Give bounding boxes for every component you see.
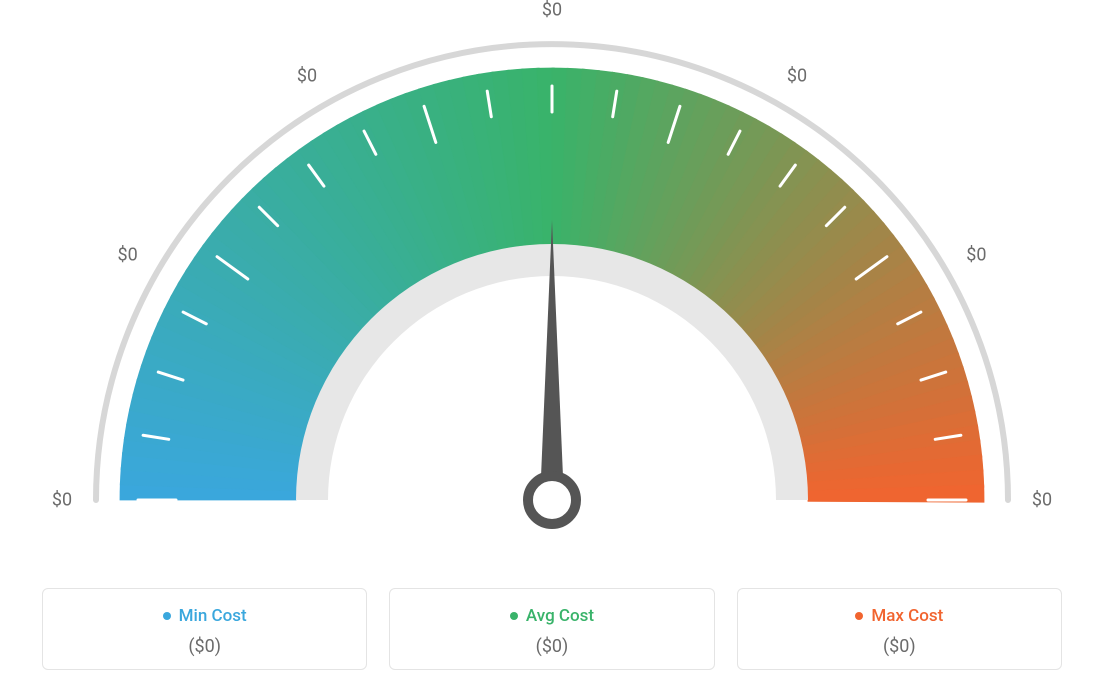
legend-row: Min Cost ($0) Avg Cost ($0) Max Cost ($0… <box>42 588 1062 670</box>
legend-value-avg: ($0) <box>402 636 701 657</box>
legend-label-max: Max Cost <box>871 606 943 626</box>
legend-card-min: Min Cost ($0) <box>42 588 367 670</box>
legend-card-max: Max Cost ($0) <box>737 588 1062 670</box>
legend-dot-max <box>855 612 863 620</box>
gauge-scale-label: $0 <box>966 245 986 266</box>
legend-label-min: Min Cost <box>179 606 247 626</box>
gauge-scale-label: $0 <box>118 245 138 266</box>
legend-value-min: ($0) <box>55 636 354 657</box>
legend-card-avg: Avg Cost ($0) <box>389 588 714 670</box>
legend-title-avg: Avg Cost <box>510 606 594 626</box>
legend-label-avg: Avg Cost <box>526 606 594 626</box>
legend-title-min: Min Cost <box>163 606 247 626</box>
gauge-scale-label: $0 <box>1032 490 1052 511</box>
legend-dot-avg <box>510 612 518 620</box>
legend-title-max: Max Cost <box>855 606 943 626</box>
cost-gauge-chart: $0 $0 $0 $0 $0 $0 $0 Min Cost ($0) Avg Cost ($… <box>0 0 1104 690</box>
gauge-svg-container: $0 $0 $0 $0 $0 $0 $0 <box>0 0 1104 560</box>
gauge-scale-label: $0 <box>787 65 807 86</box>
legend-dot-min <box>163 612 171 620</box>
gauge-scale-label: $0 <box>542 0 562 21</box>
gauge-scale-label: $0 <box>297 65 317 86</box>
gauge-svg <box>0 0 1104 560</box>
gauge-scale-label: $0 <box>52 490 72 511</box>
legend-value-max: ($0) <box>750 636 1049 657</box>
